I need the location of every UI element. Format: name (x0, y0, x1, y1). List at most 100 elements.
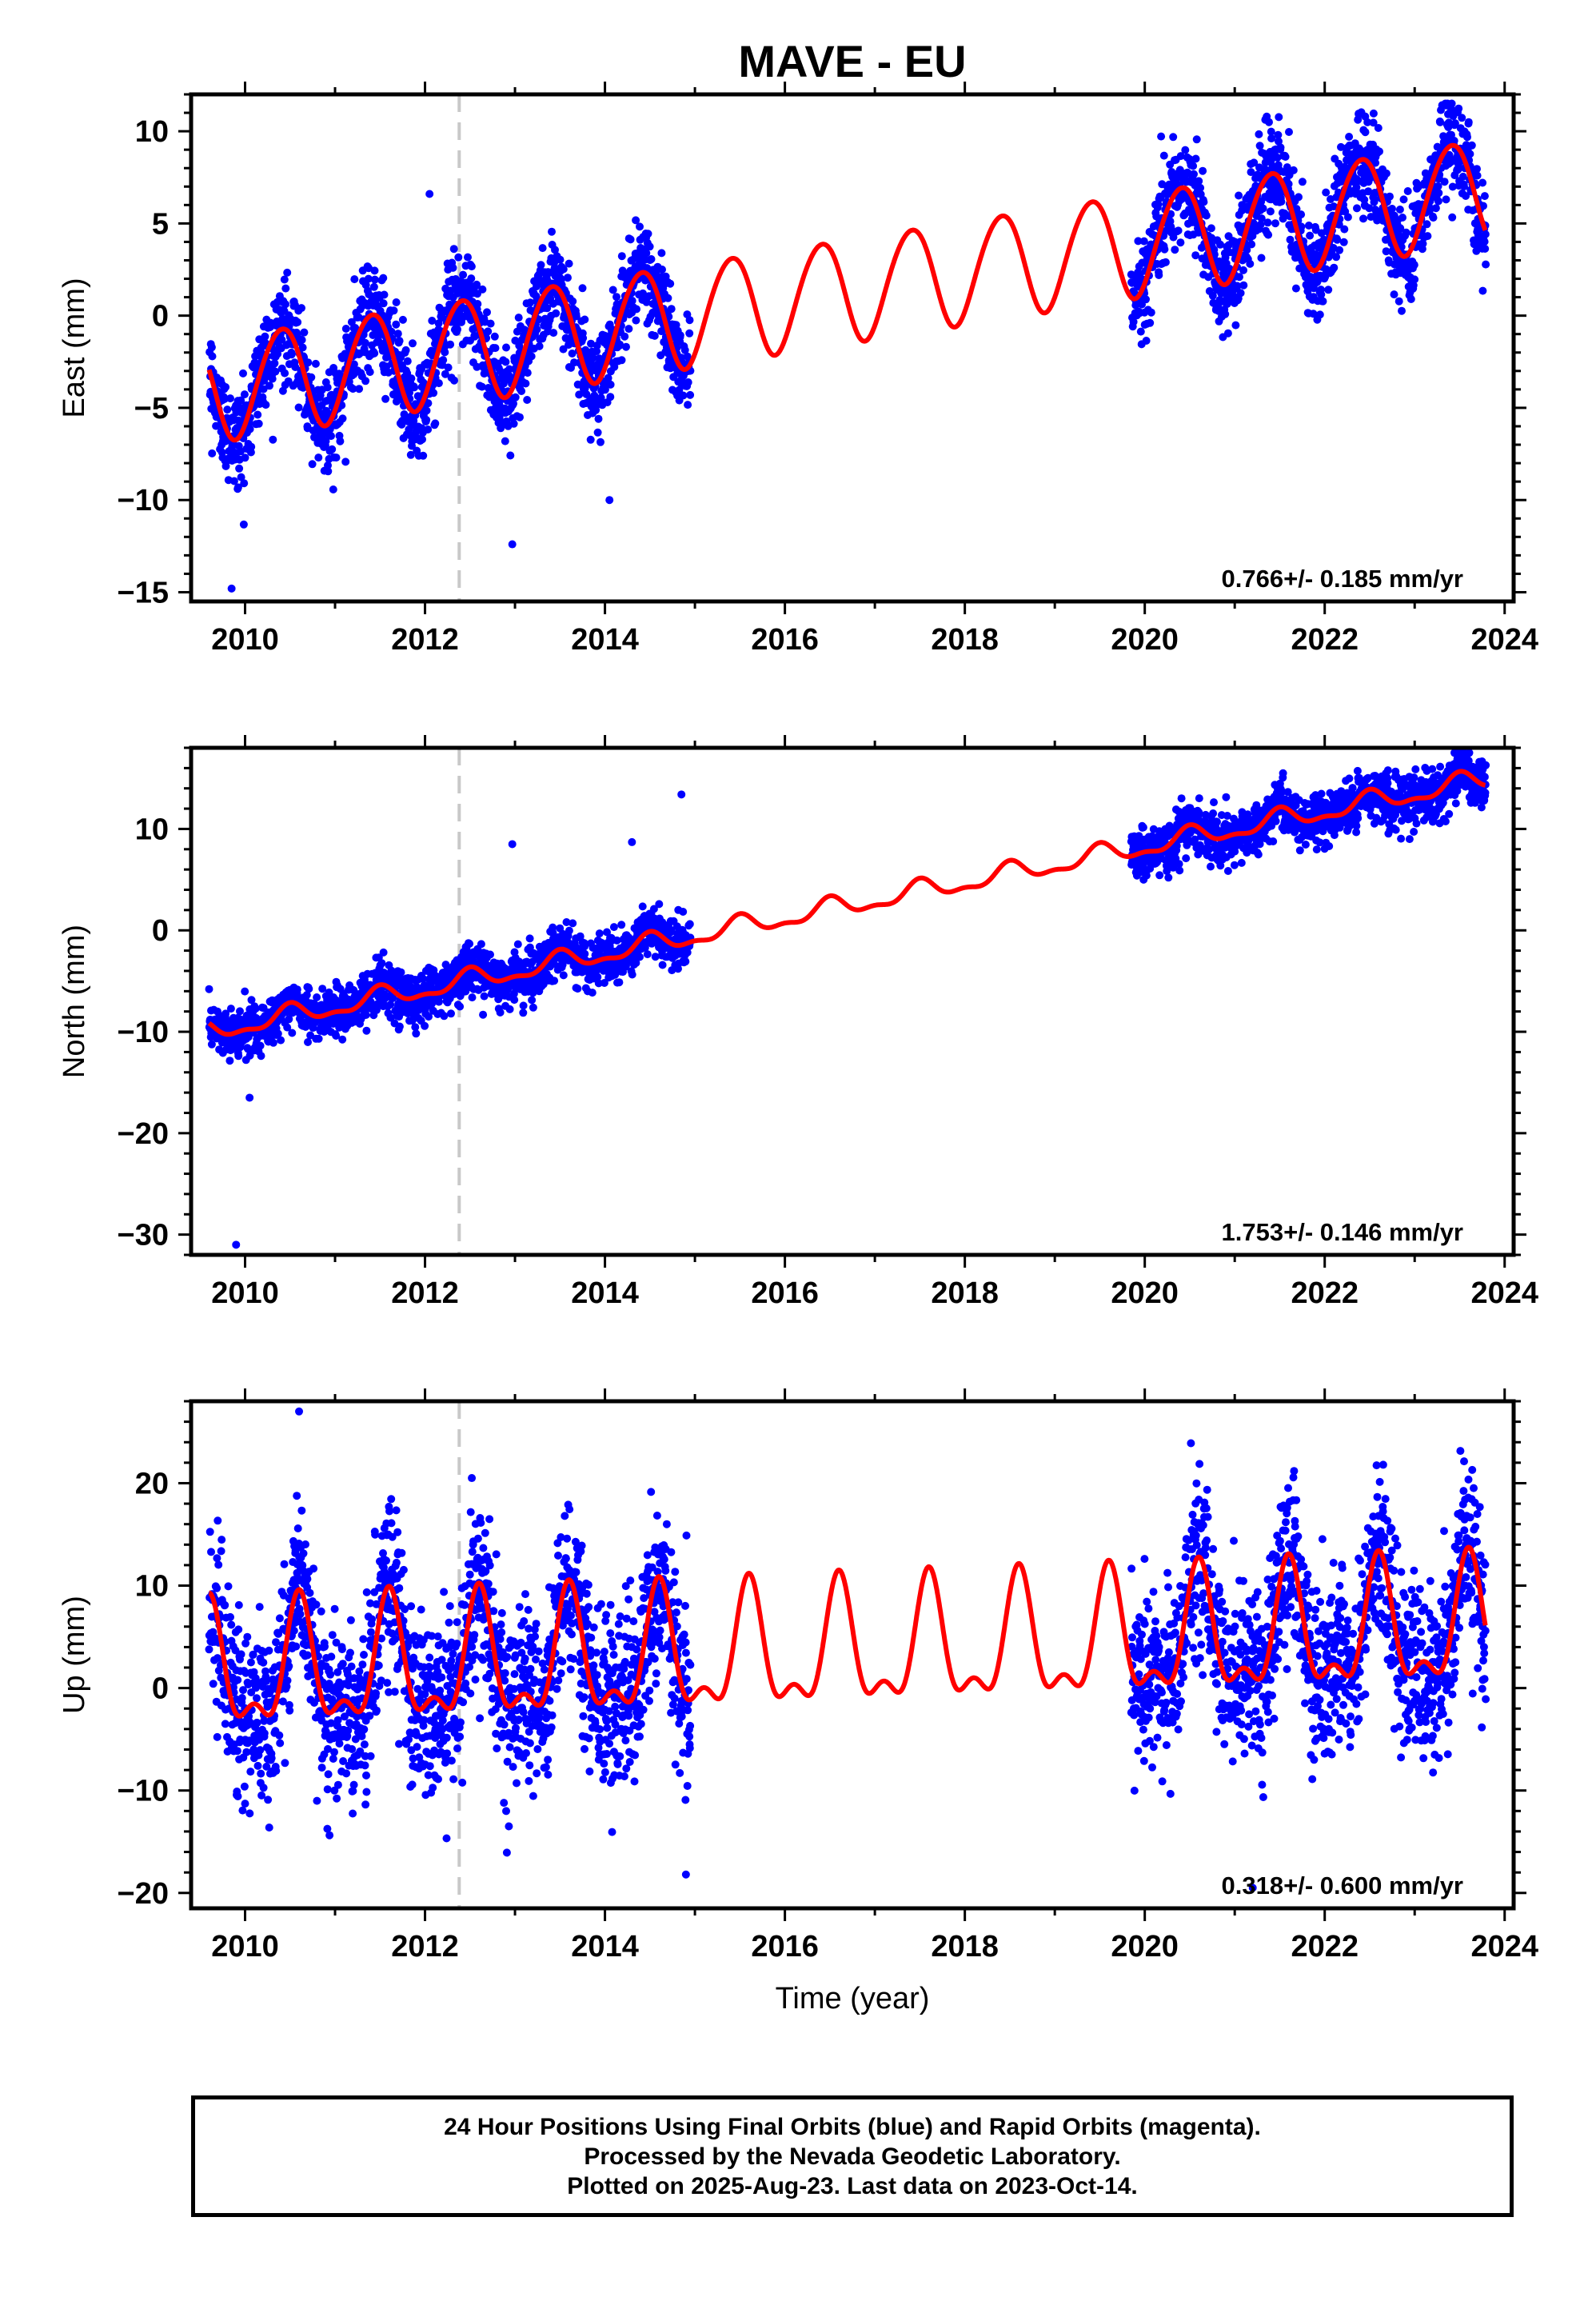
data-point (241, 453, 249, 462)
data-point (1281, 153, 1290, 161)
data-point (281, 300, 289, 309)
data-point (1398, 306, 1406, 315)
data-point (393, 330, 402, 338)
data-point (379, 948, 388, 957)
data-point (1191, 154, 1200, 163)
data-point (1423, 232, 1432, 241)
data-point (505, 1005, 514, 1013)
x-tick-label: 2024 (1470, 623, 1538, 657)
data-point (261, 401, 270, 409)
data-point (397, 968, 405, 977)
data-point (247, 442, 256, 451)
data-point (564, 274, 572, 282)
data-point (1422, 220, 1431, 229)
data-point (477, 382, 486, 391)
data-point (636, 222, 644, 231)
data-point (434, 319, 443, 328)
data-point (1139, 237, 1148, 246)
data-point (379, 274, 388, 282)
data-point (1164, 873, 1173, 882)
data-point (1361, 128, 1370, 137)
data-point (327, 432, 335, 441)
data-point (349, 385, 357, 393)
data-point (237, 396, 245, 405)
data-point (655, 900, 664, 909)
data-point (586, 435, 595, 444)
data-point (519, 1009, 528, 1017)
data-point (657, 249, 666, 258)
data-point (1395, 206, 1404, 214)
data-point (1480, 192, 1489, 201)
y-tick-label: 5 (152, 207, 169, 241)
data-point (254, 419, 263, 428)
data-point (208, 352, 217, 361)
data-point (259, 385, 268, 393)
data-point (351, 324, 360, 332)
y-tick-label: −10 (118, 484, 169, 517)
data-point (523, 396, 532, 404)
chart-title: MAVE - EU (738, 36, 966, 86)
data-point (1369, 109, 1378, 118)
data-point (620, 332, 629, 341)
data-point (638, 902, 647, 911)
data-point (418, 435, 426, 444)
data-point (527, 352, 536, 361)
data-point (477, 940, 485, 949)
data-point (329, 485, 337, 493)
data-point (556, 255, 565, 264)
data-point (459, 270, 468, 279)
data-point (449, 245, 458, 254)
data-point (685, 920, 694, 929)
data-point (501, 437, 509, 445)
data-point (1291, 284, 1300, 293)
data-point (269, 435, 277, 444)
data-point (341, 325, 350, 333)
data-point (1159, 151, 1168, 160)
data-point (679, 391, 688, 400)
data-point (1235, 273, 1243, 282)
data-point (490, 332, 499, 341)
data-point (496, 1008, 505, 1017)
data-point (1192, 135, 1201, 144)
data-point (441, 370, 449, 378)
data-point (1359, 214, 1367, 223)
data-point (617, 356, 626, 365)
data-point (347, 318, 356, 326)
data-point (338, 1035, 347, 1044)
data-point (223, 405, 232, 414)
data-point (516, 413, 524, 421)
data-point (632, 305, 640, 314)
data-point (261, 332, 269, 341)
data-point (1330, 263, 1339, 272)
data-point (1448, 213, 1457, 222)
data-point (523, 369, 532, 378)
data-point (239, 369, 247, 378)
data-point (538, 244, 547, 253)
data-point (1264, 230, 1273, 239)
data-point (369, 282, 378, 291)
data-point (239, 520, 248, 529)
data-point (1332, 253, 1341, 262)
data-point (1431, 204, 1440, 213)
data-point (449, 263, 457, 272)
y-tick-label: −5 (134, 392, 169, 425)
data-point (483, 308, 491, 317)
data-point (273, 350, 282, 358)
data-point (338, 414, 347, 423)
data-point (551, 246, 559, 254)
x-tick-label: 2018 (931, 623, 999, 657)
data-point (643, 950, 652, 959)
data-point (362, 1026, 371, 1035)
data-point (265, 382, 273, 390)
data-point (398, 315, 407, 324)
data-point (403, 357, 412, 366)
data-point (226, 1005, 235, 1013)
data-point (593, 428, 602, 437)
data-point (447, 1009, 455, 1018)
data-point (1266, 207, 1275, 216)
y-tick-label: 10 (135, 115, 169, 149)
data-point (666, 279, 675, 288)
data-point (1480, 238, 1489, 246)
data-point (1195, 177, 1203, 186)
data-point (1142, 337, 1151, 345)
